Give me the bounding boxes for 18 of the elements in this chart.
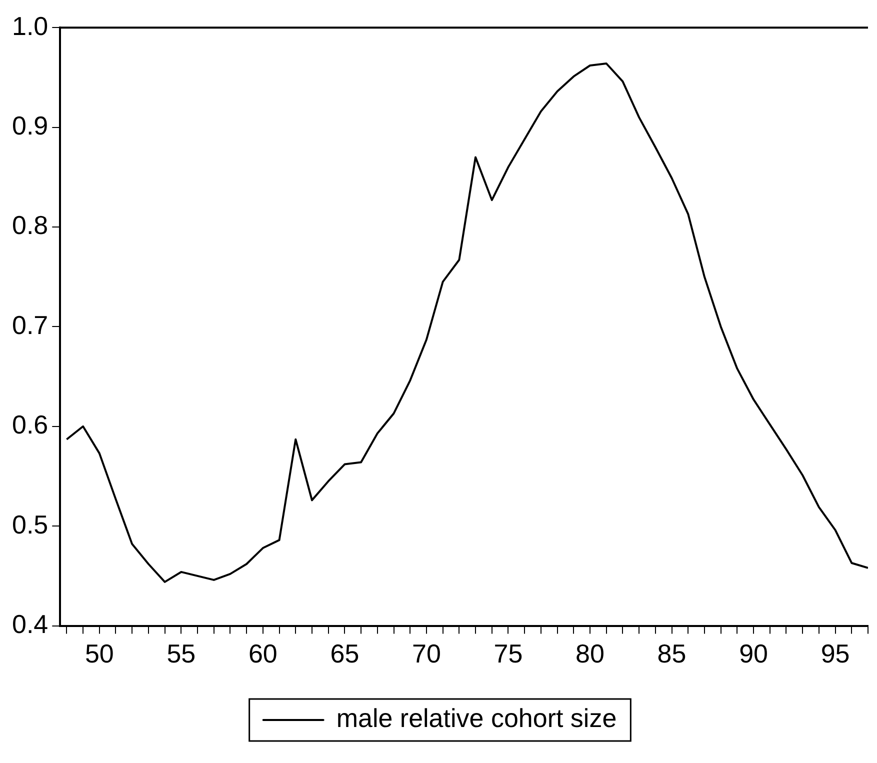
y-tick-label: 0.6 [12,410,48,440]
x-tick-label: 80 [576,638,604,669]
x-tick-label: 70 [412,638,441,669]
x-tick-label: 65 [330,638,360,669]
y-tick-label: 0.8 [12,210,48,240]
x-tick-label: 50 [84,638,114,669]
y-tick-label: 0.5 [12,509,48,540]
y-tick-label: 0.7 [12,310,48,340]
x-tick-label: 90 [739,638,768,669]
legend-label: male relative cohort size [336,703,617,734]
x-tick-label: 55 [166,638,196,669]
y-tick-label: 1.0 [12,10,48,41]
x-tick-label: 75 [494,638,523,669]
x-tick-label: 85 [657,638,686,669]
x-tick-label: 95 [820,638,850,669]
y-tick-label: 0.9 [12,110,48,140]
x-tick-label: 60 [248,638,278,669]
y-tick-label: 0.4 [12,608,48,639]
